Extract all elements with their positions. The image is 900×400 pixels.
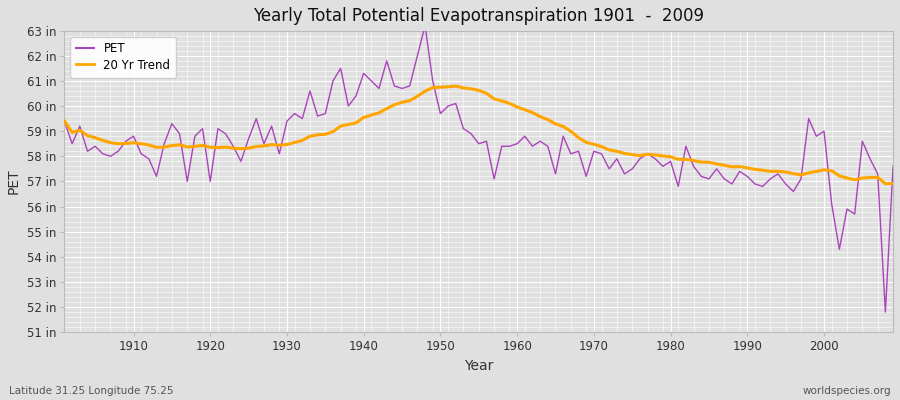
PET [59,119,70,124]
20 Yr Trend [519,107,530,112]
PET [419,23,430,28]
20 Yr Trend [289,140,300,145]
20 Yr Trend [121,141,131,146]
Legend: PET, 20 Yr Trend: PET, 20 Yr Trend [70,36,176,78]
Line: 20 Yr Trend: 20 Yr Trend [65,86,893,184]
PET [887,164,898,169]
PET [121,139,131,144]
Title: Yearly Total Potential Evapotranspiration 1901  -  2009: Yearly Total Potential Evapotranspiratio… [253,7,705,25]
Text: Latitude 31.25 Longitude 75.25: Latitude 31.25 Longitude 75.25 [9,386,174,396]
PET [336,66,346,71]
20 Yr Trend [611,149,622,154]
20 Yr Trend [512,104,523,109]
PET [289,111,300,116]
20 Yr Trend [59,119,70,124]
PET [880,310,891,314]
20 Yr Trend [880,181,891,186]
PET [611,156,622,161]
Line: PET: PET [65,26,893,312]
20 Yr Trend [887,181,898,186]
X-axis label: Year: Year [464,359,493,373]
PET [512,141,523,146]
20 Yr Trend [450,84,461,88]
Text: worldspecies.org: worldspecies.org [803,386,891,396]
Y-axis label: PET: PET [7,169,21,194]
20 Yr Trend [336,124,346,128]
PET [519,134,530,138]
